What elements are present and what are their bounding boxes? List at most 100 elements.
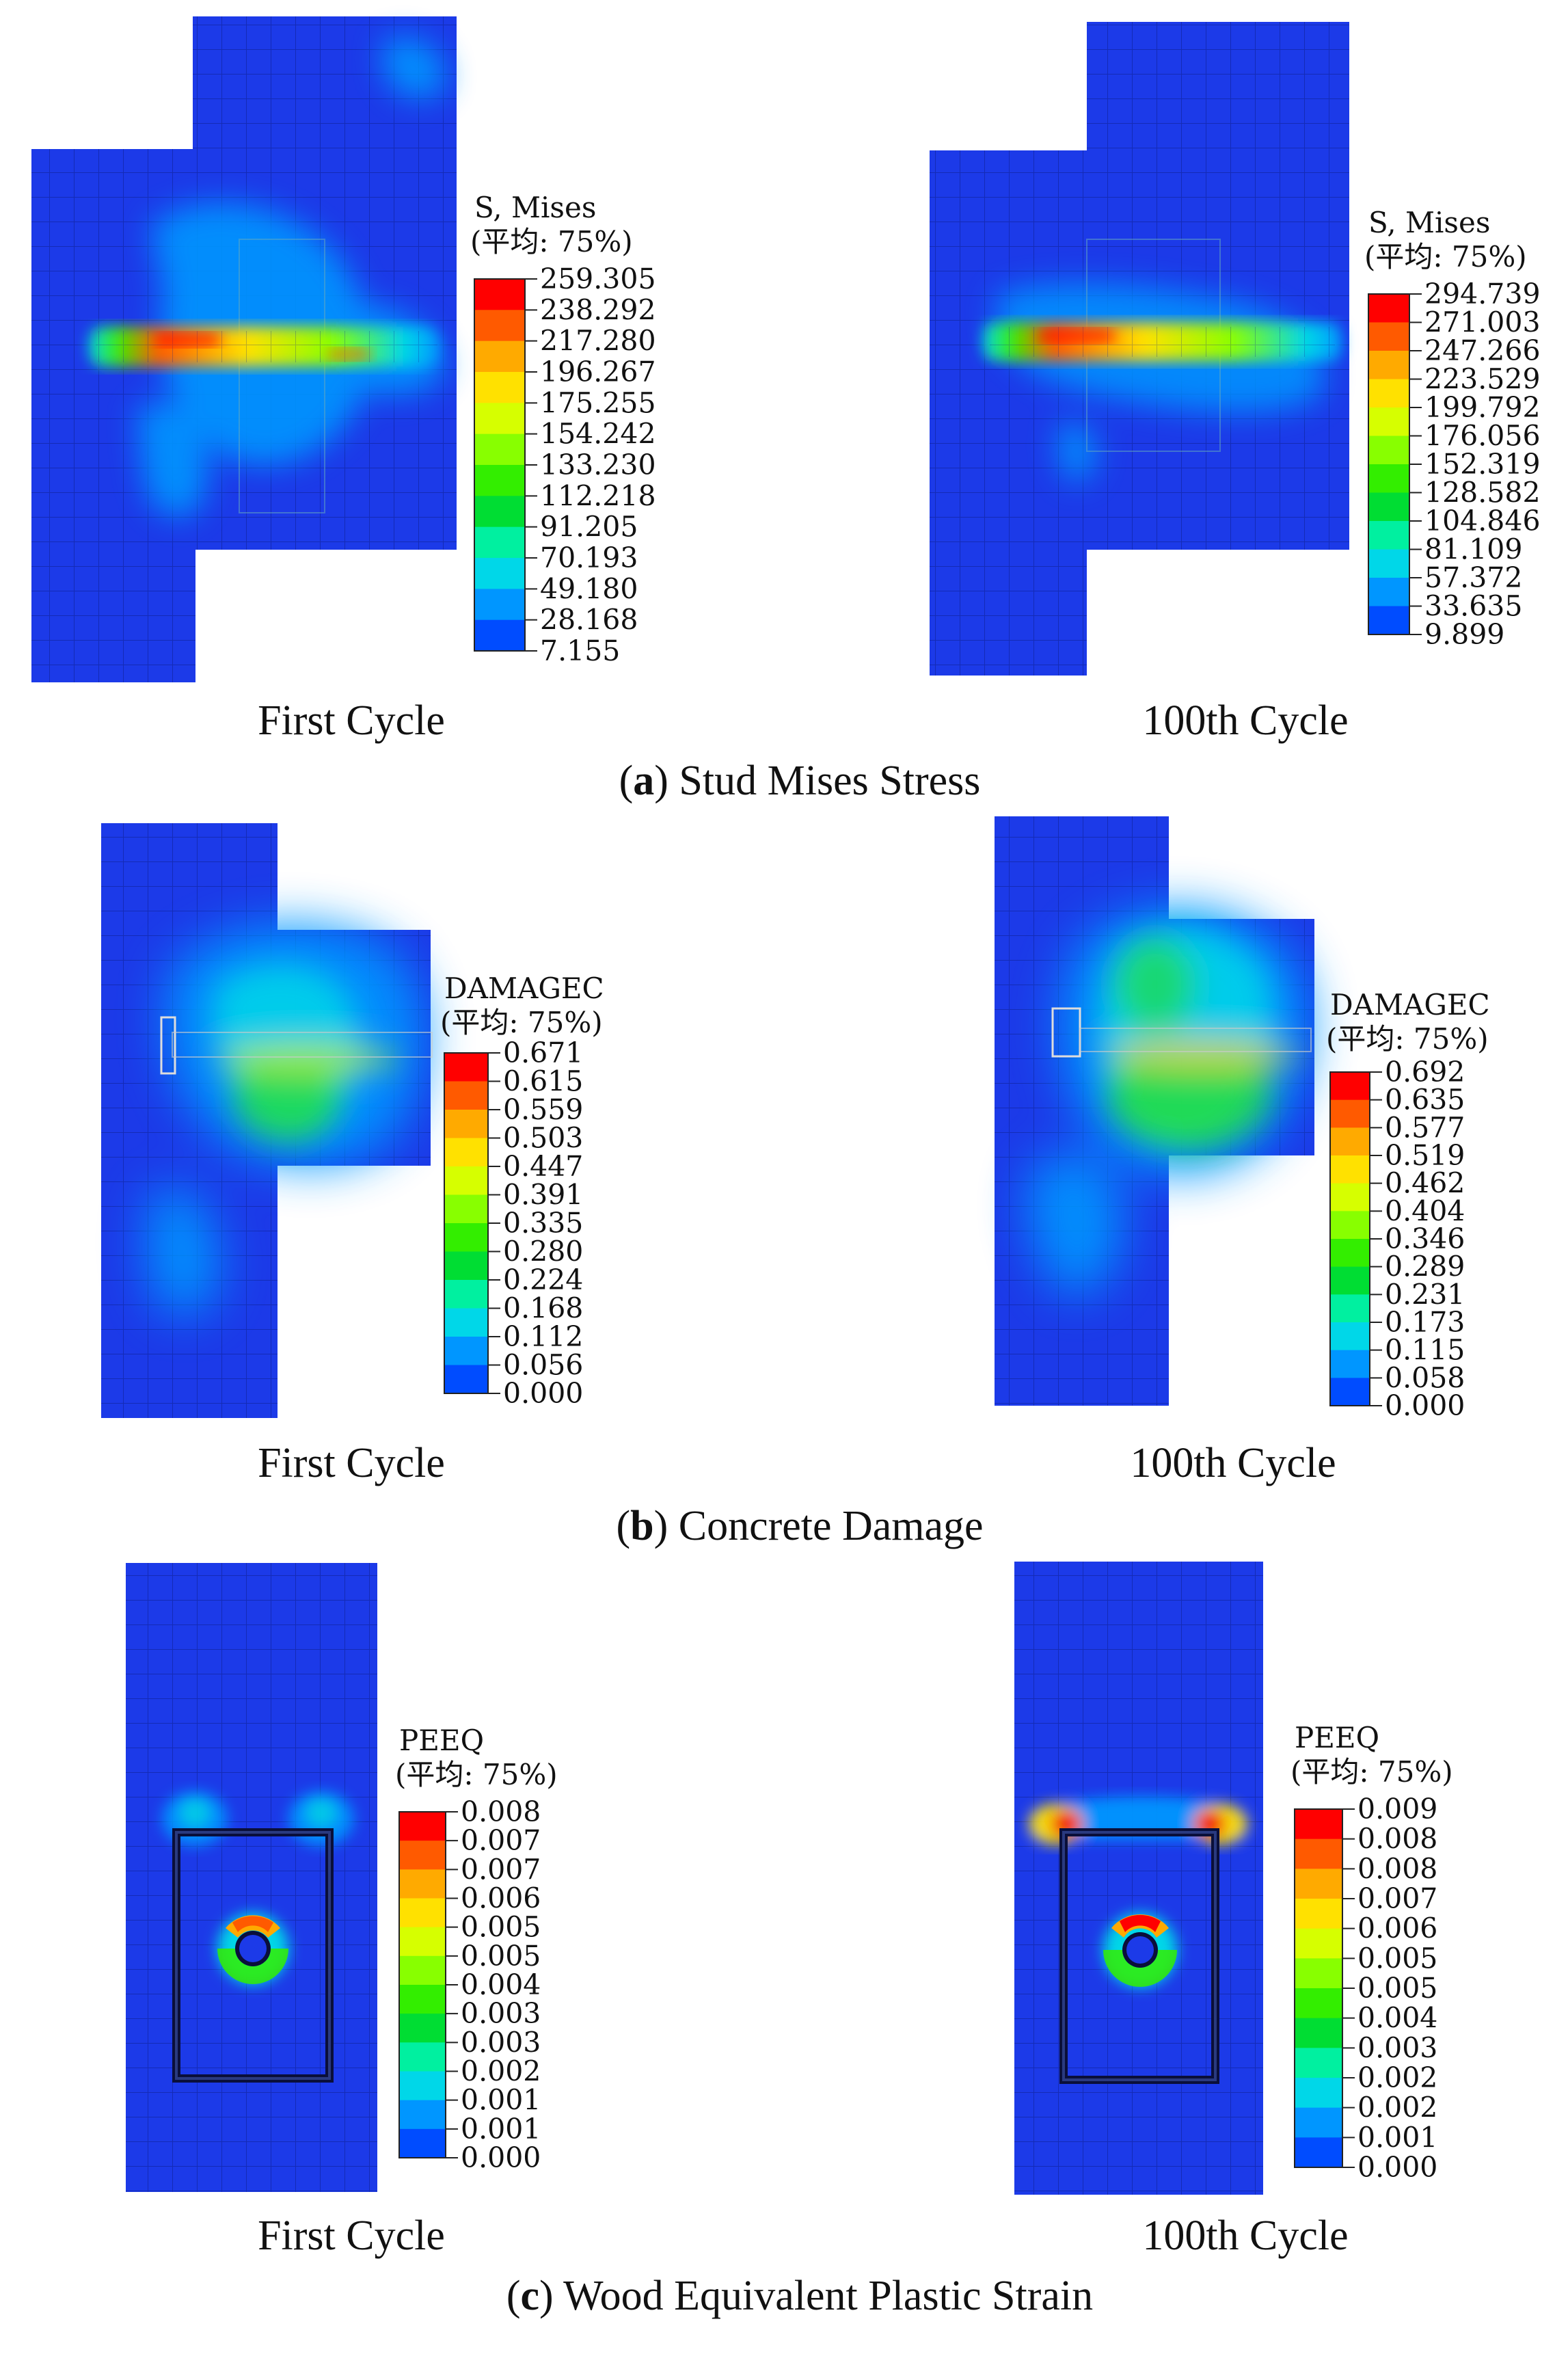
legend-value: 154.242	[540, 418, 656, 451]
legend-value: 0.002	[1357, 2061, 1437, 2094]
panel-caption-b: (b) Concrete Damage	[616, 1503, 983, 1549]
legend-value: 0.671	[503, 1036, 583, 1069]
legend-subtitle: (平均: 75%)	[1290, 1755, 1453, 1789]
legend-swatch	[474, 465, 525, 496]
legend-value: 0.115	[1385, 1334, 1465, 1367]
model-c-100th	[1014, 1562, 1263, 2195]
legend-swatch	[444, 1251, 488, 1281]
legend-value: 0.577	[1385, 1111, 1465, 1144]
legend-value: 57.372	[1424, 561, 1522, 594]
legend-value: 0.004	[461, 1968, 541, 2001]
legend-value: 128.582	[1424, 477, 1541, 509]
legend-swatch	[1368, 549, 1409, 578]
legend-b-100th: DAMAGEC(平均: 75%)0.6920.6350.5770.5190.46…	[1326, 988, 1490, 1422]
legend-swatch	[1368, 294, 1409, 323]
legend-swatch	[1295, 1988, 1342, 2019]
legend-swatch	[444, 1110, 488, 1138]
legend-swatch	[444, 1194, 488, 1224]
legend-subtitle: (平均: 75%)	[1364, 240, 1527, 273]
hole-first	[217, 1913, 288, 1984]
legend-value: 0.404	[1385, 1194, 1465, 1227]
legend-value: 0.559	[503, 1093, 583, 1126]
legend-swatch	[399, 1898, 446, 1928]
legend-swatch	[1368, 322, 1409, 351]
legend-value: 0.006	[1357, 1912, 1437, 1945]
legend-value: 199.792	[1424, 391, 1541, 424]
legend-swatch	[1330, 1183, 1370, 1212]
legend-swatch	[399, 2071, 446, 2101]
legend-value: 0.224	[503, 1263, 583, 1296]
legend-value: 91.205	[540, 511, 638, 544]
legend-swatch	[444, 1280, 488, 1309]
legend-value: 0.000	[503, 1377, 583, 1410]
legend-swatch	[1330, 1155, 1370, 1184]
legend-swatch	[1295, 1869, 1342, 1899]
caption-b-100th: 100th Cycle	[1130, 1440, 1336, 1486]
legend-swatch	[474, 310, 525, 342]
legend-value: 0.001	[1357, 2121, 1437, 2154]
legend-value: 0.001	[461, 2084, 541, 2117]
legend-value: 0.503	[503, 1122, 583, 1155]
legend-value: 0.008	[1357, 1852, 1437, 1885]
legend-swatch	[444, 1053, 488, 1082]
legend-value: 0.009	[1357, 1793, 1437, 1825]
legend-swatch	[1295, 1958, 1342, 1989]
legend-swatch	[1330, 1072, 1370, 1101]
legend-swatch	[399, 1955, 446, 1985]
legend-value: 0.692	[1385, 1056, 1465, 1088]
legend-value: 0.007	[1357, 1882, 1437, 1915]
legend-value: 0.000	[1357, 2151, 1437, 2184]
legend-swatch	[1368, 464, 1409, 493]
legend-value: 0.006	[461, 1882, 541, 1915]
legend-value: 0.008	[1357, 1823, 1437, 1856]
legend-value: 112.218	[540, 479, 656, 512]
legend-swatch	[1330, 1239, 1370, 1268]
legend-value: 175.255	[540, 386, 656, 419]
legend-swatch	[399, 1985, 446, 2014]
legend-value: 0.056	[503, 1349, 583, 1382]
legend-swatch	[1368, 351, 1409, 379]
panel-caption-a: (a) Stud Mises Stress	[619, 758, 981, 804]
hole-100th	[1103, 1913, 1177, 1987]
legend-value: 0.007	[461, 1824, 541, 1857]
model-c-first	[126, 1563, 377, 2192]
model-b-first	[101, 823, 433, 1418]
legend-swatch	[1295, 1809, 1342, 1840]
legend-title: S, Mises	[474, 191, 596, 224]
model-a-100th	[930, 22, 1349, 676]
legend-value: 217.280	[540, 325, 656, 358]
legend-subtitle: (平均: 75%)	[470, 225, 633, 258]
legend-swatch	[1330, 1294, 1370, 1323]
caption-a-first: First Cycle	[258, 697, 445, 744]
legend-swatch	[474, 619, 525, 652]
legend-swatch	[1368, 578, 1409, 606]
legend-value: 176.056	[1424, 420, 1541, 453]
legend-value: 271.003	[1424, 306, 1541, 339]
legend-value: 259.305	[540, 263, 656, 295]
legend-swatch	[444, 1308, 488, 1337]
panel-c: PEEQ(平均: 75%)0.0080.0070.0070.0060.0050.…	[126, 1562, 1453, 2319]
legend-swatch	[1295, 1838, 1342, 1869]
legend-value: 9.899	[1424, 618, 1504, 651]
legend-swatch	[444, 1365, 488, 1394]
legend-value: 0.004	[1357, 2002, 1437, 2035]
legend-a-first: S, Mises(平均: 75%) 259.305238.292217.28019…	[470, 191, 656, 667]
panel-a: S, Mises(平均: 75%)259.305238.292217.28019…	[31, 16, 1541, 804]
legend-swatch	[474, 558, 525, 589]
legend-swatch	[1368, 436, 1409, 465]
legend-swatch	[399, 1812, 446, 1841]
legend-swatch	[1295, 2048, 1342, 2078]
legend-swatch	[399, 2128, 446, 2158]
legend-swatch	[474, 403, 525, 435]
legend-swatch	[1330, 1127, 1370, 1156]
legend-swatch	[1368, 492, 1409, 522]
legend-value: 0.173	[1385, 1306, 1465, 1339]
legend-swatch	[1295, 1928, 1342, 1959]
legend-value: 0.001	[461, 2113, 541, 2145]
legend-value: 7.155	[540, 634, 620, 667]
legend-swatch	[1295, 2018, 1342, 2048]
legend-title: DAMAGEC	[444, 972, 604, 1005]
model-b-100th	[995, 816, 1314, 1406]
legend-value: 0.005	[461, 1911, 541, 1944]
legend-title: PEEQ	[399, 1724, 484, 1757]
